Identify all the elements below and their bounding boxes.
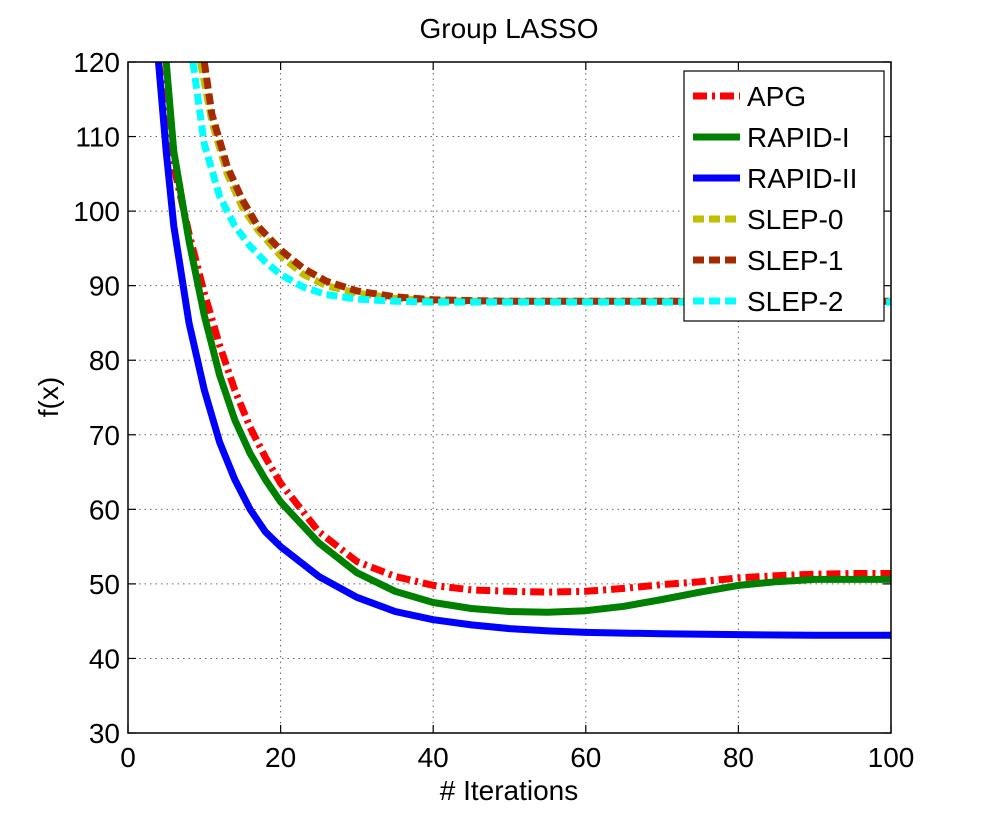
- axis-ticks: [127, 61, 892, 734]
- legend: APG RAPID-I RAPID-II SLEP-0 SLEP-1 SLEP-2: [683, 70, 885, 322]
- series-line-rapid-ii: [155, 62, 891, 639]
- series-line-slep-1: [200, 62, 891, 305]
- y-tick-label: 80: [89, 345, 120, 376]
- y-tick-label: 100: [73, 196, 120, 227]
- series-line-slep-2: [189, 62, 891, 306]
- chart-title: Group LASSO: [420, 13, 599, 44]
- x-tick-label: 100: [868, 742, 915, 773]
- legend-label: SLEP-1: [747, 245, 844, 276]
- plot-frame: [127, 61, 892, 734]
- legend-label: RAPID-I: [747, 122, 850, 153]
- x-tick-label: 20: [265, 742, 296, 773]
- x-tick-label: 0: [120, 742, 136, 773]
- series-line-apg: [155, 62, 891, 596]
- y-tick-labels: 30 40 50 60 70 80 90 100 110 120: [73, 47, 120, 749]
- legend-label: SLEP-0: [747, 204, 844, 235]
- y-tick-label: 90: [89, 271, 120, 302]
- series-line-rapid-i: [162, 62, 891, 616]
- legend-label: RAPID-II: [747, 163, 857, 194]
- y-tick-label: 30: [89, 718, 120, 749]
- y-tick-label: 40: [89, 643, 120, 674]
- legend-label: SLEP-2: [747, 286, 844, 317]
- x-tick-label: 60: [570, 742, 601, 773]
- y-tick-label: 50: [89, 569, 120, 600]
- x-axis-title: # Iterations: [440, 775, 579, 806]
- legend-label: APG: [747, 81, 806, 112]
- y-axis-title: f(x): [33, 377, 64, 417]
- y-tick-label: 60: [89, 494, 120, 525]
- x-tick-label: 80: [723, 742, 754, 773]
- x-tick-label: 40: [418, 742, 449, 773]
- legend-box: [683, 70, 885, 322]
- y-tick-label: 110: [75, 122, 120, 153]
- x-tick-labels: 0 20 40 60 80 100: [120, 742, 914, 773]
- y-tick-label: 70: [89, 420, 120, 451]
- y-tick-label: 120: [73, 47, 120, 78]
- series-lines: [155, 62, 891, 639]
